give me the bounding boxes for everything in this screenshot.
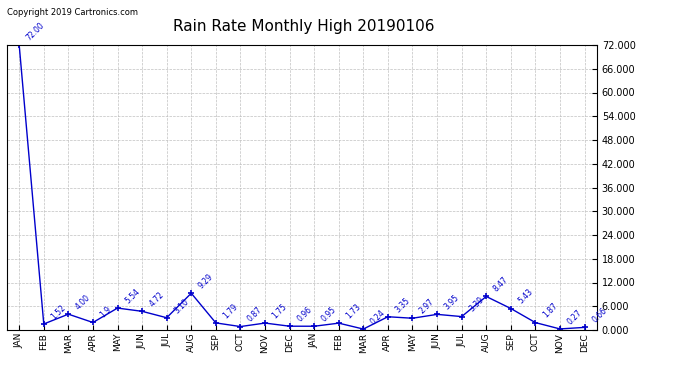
Text: 3.35: 3.35 — [393, 296, 412, 314]
Text: 1.52: 1.52 — [49, 303, 68, 321]
Text: Rain Rate Monthly High 20190106: Rain Rate Monthly High 20190106 — [173, 19, 434, 34]
Text: 72.00: 72.00 — [25, 21, 46, 42]
Text: 5.43: 5.43 — [516, 287, 535, 306]
Text: 0.95: 0.95 — [319, 305, 338, 324]
Text: 2.97: 2.97 — [418, 297, 436, 315]
Text: 5.54: 5.54 — [123, 287, 141, 305]
Text: 4.72: 4.72 — [148, 290, 166, 309]
Text: Rain Rate  (Inches/Hour): Rain Rate (Inches/Hour) — [505, 25, 625, 34]
Text: 3.10: 3.10 — [172, 297, 190, 315]
Text: 0.66: 0.66 — [590, 306, 609, 325]
Text: 1.73: 1.73 — [344, 302, 363, 320]
Text: 4.00: 4.00 — [74, 293, 92, 311]
Text: 1.75: 1.75 — [270, 302, 289, 320]
Text: 3.39: 3.39 — [467, 296, 486, 314]
Text: 3.95: 3.95 — [442, 293, 461, 312]
Text: 0.24: 0.24 — [369, 308, 387, 326]
Text: 0.96: 0.96 — [295, 305, 313, 323]
Text: 1.9: 1.9 — [99, 305, 113, 320]
Text: 1.79: 1.79 — [221, 302, 239, 320]
Text: 1.87: 1.87 — [541, 302, 559, 320]
Text: 0.27: 0.27 — [566, 308, 584, 326]
Text: 0.87: 0.87 — [246, 306, 264, 324]
Text: 9.29: 9.29 — [197, 272, 215, 291]
Text: Copyright 2019 Cartronics.com: Copyright 2019 Cartronics.com — [7, 8, 138, 17]
Text: 8.47: 8.47 — [492, 275, 510, 294]
